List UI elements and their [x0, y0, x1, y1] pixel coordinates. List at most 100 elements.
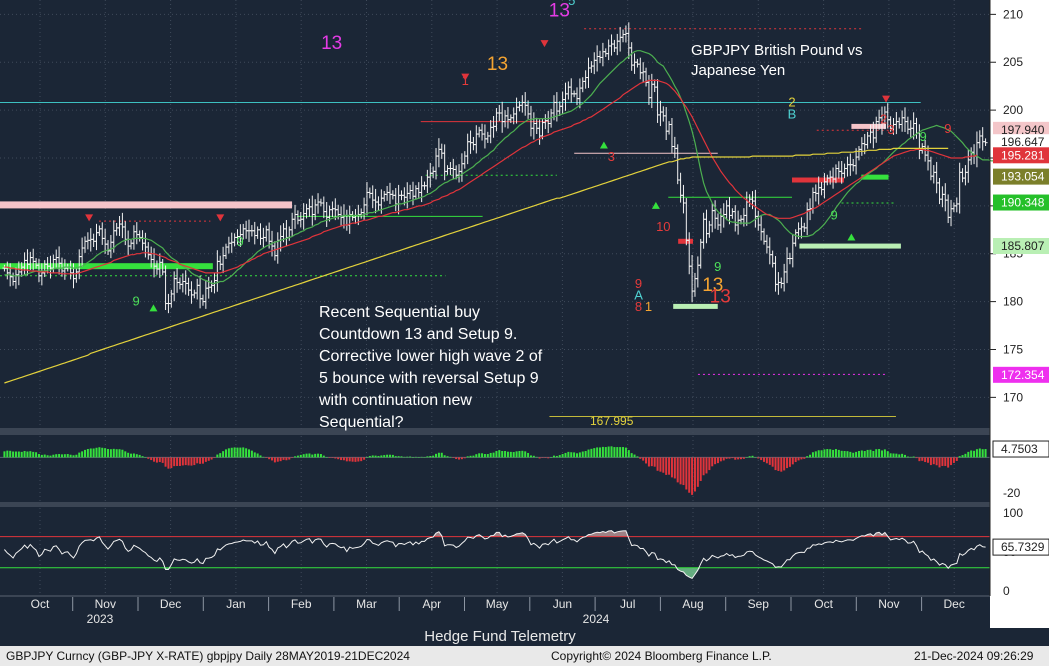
macd-bar [466, 456, 469, 458]
macd-bar [768, 457, 771, 465]
macd-bar [958, 456, 961, 458]
macd-bar [92, 448, 95, 458]
macd-bar [224, 449, 227, 458]
macd-bar [587, 449, 590, 458]
macd-bar [670, 457, 673, 478]
ohlc-bars [2, 22, 988, 314]
macd-bar [337, 457, 340, 460]
macd-bar [921, 457, 924, 461]
macd-bar [282, 457, 285, 460]
macd-bar [363, 457, 366, 460]
macd-bar [504, 450, 507, 458]
macd-bar [636, 456, 639, 458]
macd-bar [458, 457, 461, 460]
commentary-block: Recent Sequential buy Countdown 13 and S… [318, 304, 543, 431]
month-tick-label: Sep [748, 597, 770, 611]
macd-bar [170, 457, 173, 469]
td-level-bar [673, 303, 718, 309]
month-tick-label: Apr [422, 597, 441, 611]
macd-bar [115, 449, 118, 458]
month-tick-label: Nov [95, 597, 116, 611]
td-level-bar [0, 263, 213, 270]
moving-averages [4, 50, 1003, 384]
macd-bar [584, 450, 587, 458]
last-value-text: 185.807 [1001, 239, 1045, 253]
macd-bar [716, 457, 719, 464]
macd-bar [529, 455, 532, 458]
td-count-label: 2 [788, 94, 795, 109]
td-level-bar [0, 201, 293, 209]
macd-bar [354, 457, 357, 462]
td-count-label: 1 [645, 299, 652, 314]
macd-bar [630, 453, 633, 458]
price-tick-label: 175 [1003, 342, 1023, 356]
rsi-value-tag [992, 538, 1049, 556]
macd-bar [58, 454, 61, 458]
macd-bar [273, 457, 276, 463]
macd-bar [832, 449, 835, 458]
macd-bar [898, 454, 901, 458]
sell-arrow-icon [461, 73, 470, 81]
footer-timestamp: 21-Dec-2024 09:26:29 [914, 649, 1034, 663]
macd-bar [760, 457, 763, 461]
macd-bar [492, 452, 495, 458]
macd-bar [340, 457, 343, 461]
macd-bar [711, 457, 714, 467]
macd-bar [780, 457, 783, 472]
macd-bar [693, 457, 696, 492]
macd-bar [420, 456, 423, 458]
commentary-line: with continuation new [318, 392, 472, 409]
macd-bar [201, 457, 204, 464]
macd-bar [800, 457, 803, 460]
macd-bar [863, 450, 866, 458]
macd-bar [262, 456, 265, 458]
macd-bar [184, 457, 187, 466]
macd-bar [32, 451, 35, 458]
moving-average-line [4, 147, 949, 384]
td-count-label: 13 [321, 33, 342, 54]
macd-bar [72, 455, 75, 458]
sell-arrow-icon [216, 214, 225, 222]
macd-bar [788, 457, 791, 467]
macd-tick-label: -20 [1003, 486, 1021, 500]
macd-bar [624, 447, 627, 458]
macd-bar [107, 449, 110, 458]
macd-bar [757, 457, 760, 459]
macd-bar [377, 455, 380, 458]
rsi-tick-label: 0 [1003, 584, 1010, 598]
macd-bar [155, 457, 158, 463]
macd-bar [555, 455, 558, 458]
td-level-bar [678, 238, 693, 244]
macd-bar [699, 457, 702, 481]
macd-bar [294, 456, 297, 458]
macd-bar [826, 449, 829, 458]
macd-bar [199, 457, 202, 464]
last-value-tag [993, 147, 1049, 164]
macd-bar [141, 456, 144, 458]
macd-bar [941, 457, 944, 466]
last-value-tag [993, 194, 1049, 211]
macd-bar [665, 457, 668, 475]
macd-bar [601, 446, 604, 458]
macd-bar [52, 454, 55, 458]
macd-bar [167, 457, 170, 469]
macd-bar [627, 450, 630, 458]
macd-bar [791, 457, 794, 465]
macd-bar [633, 454, 636, 458]
macd-bar [334, 457, 337, 459]
macd-bar [961, 455, 964, 458]
macd-bar [852, 452, 855, 458]
macd-value-tag [992, 440, 1049, 458]
macd-bar [659, 457, 662, 472]
macd-bar [532, 455, 535, 458]
macd-bar [552, 455, 555, 458]
macd-bar [227, 448, 230, 458]
commentary-line: Sequential? [319, 414, 404, 431]
last-value-text: 195.281 [1001, 148, 1045, 162]
macd-bar [509, 451, 512, 458]
macd-bar [734, 457, 737, 460]
macd-bar [187, 457, 190, 466]
macd-bar [109, 449, 112, 458]
macd-bar [279, 457, 282, 462]
macd-bar [823, 449, 826, 458]
